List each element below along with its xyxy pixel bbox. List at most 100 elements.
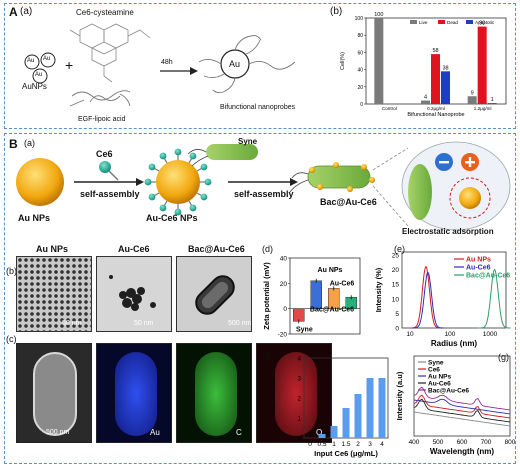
ce6-ball	[144, 178, 152, 186]
bar-value-label: 4	[424, 95, 427, 101]
legend-label: Apoptotic	[475, 20, 495, 25]
x-tick-label: 1.2μg/ml	[474, 106, 492, 111]
sem-image	[16, 343, 92, 443]
legend-label: Dead	[447, 20, 458, 25]
x-tick-label: 700	[481, 439, 492, 446]
y-tick-label: 20	[357, 85, 363, 91]
y-axis-label: Cell(%)	[340, 52, 346, 70]
legend-label: Live	[419, 20, 428, 25]
egf-lipoic-label: EGF-lipoic acid	[78, 116, 126, 123]
x-tick-label: 100	[445, 331, 456, 338]
y-tick-label: 40	[280, 256, 288, 263]
tem-bac-au-ce6	[176, 256, 252, 332]
ce6-bar	[342, 408, 350, 438]
y-tick-label: 2	[297, 396, 301, 403]
legend-label: Au-Ce6	[428, 381, 451, 388]
legend-label: Au NPs	[466, 257, 491, 264]
map-label-o: O	[316, 428, 323, 437]
tem-scale-3: 500 nm	[228, 320, 252, 327]
y-tick-label: 0	[283, 306, 287, 313]
absorbance-series-line	[413, 411, 511, 427]
x-tick-label: 4	[380, 441, 384, 448]
eds-au-map	[96, 343, 172, 443]
y-tick-label: 15	[392, 282, 400, 289]
tem-title-bac: Bac@Au-Ce6	[188, 244, 245, 254]
electrostatic-label: Electrostatic adsorption	[402, 227, 494, 236]
plus-sign: +	[65, 57, 74, 73]
au-small-2: Au	[43, 56, 51, 62]
cell-viability-chart: 0 20 40 60 80 100 Cell(%) 100 Control 4 58 38 0.2μg/…	[340, 12, 507, 118]
au-nps-scheme-label: Au NPs	[18, 213, 51, 223]
tem-title-au-nps: Au NPs	[36, 244, 69, 254]
ce6-ball	[148, 163, 156, 171]
bar-dead	[477, 26, 487, 105]
panel-b-sub-g: (g)	[498, 352, 509, 362]
legend-label: Bac@Au-Ce6	[466, 273, 510, 280]
self-assembly-2: self-assembly	[234, 189, 294, 199]
scheme-b-graphic	[16, 141, 511, 231]
panel-b-sub-a: (a)	[24, 138, 35, 148]
y-tick-label: 25	[392, 252, 400, 259]
y-axis-label: Intensity (%)	[374, 267, 383, 312]
panel-a-sub-b: (b)	[330, 6, 343, 17]
ce6-bar	[330, 426, 338, 438]
panel-a-frame	[4, 3, 516, 129]
absorbance-series-line	[413, 394, 511, 419]
y-tick-label: -20	[278, 332, 288, 339]
ce6-ball	[189, 152, 197, 160]
y-axis-label: Intensity (a.u)	[395, 371, 404, 420]
y-tick-label: 60	[357, 50, 363, 56]
legend-label: Au-Ce6	[466, 265, 491, 272]
ce6-loading-chart: 01234Output Ce6 (μg/mL)00.511.5234Input …	[297, 356, 389, 458]
ce6-ball	[174, 208, 182, 216]
x-axis-label: Input Ce6 (μg/mL)	[314, 449, 378, 458]
syne-scheme-label: Syne	[238, 137, 258, 146]
x-axis-label: Wavelength (nm)	[430, 447, 494, 456]
zeta-bar-label: Au-Ce6	[330, 280, 355, 287]
x-tick-label: 0	[308, 441, 312, 448]
au-small-1: Au	[27, 58, 35, 64]
panel-b-sub-f: (f)	[262, 350, 271, 360]
zeta-bar-label: Au NPs	[318, 267, 343, 274]
ce6-label: Ce6	[96, 149, 113, 159]
absorbance-series-line	[413, 386, 511, 411]
bar-value-label: 100	[374, 12, 383, 18]
bar-apoptotic	[441, 71, 450, 104]
y-tick-label: 80	[357, 33, 363, 39]
bar-value-label: 58	[432, 48, 438, 54]
y-tick-label: 4	[297, 356, 301, 363]
ce6-ball	[189, 204, 197, 212]
x-tick-label: 1.5	[341, 441, 350, 448]
scheme-a-graphic	[24, 23, 296, 107]
eds-c-map	[176, 343, 252, 443]
tem-scale-1: 50 nm	[62, 320, 82, 327]
tem-scale-2: 50 nm	[134, 320, 154, 327]
x-axis-label: Bifunctional Nanoprobe	[407, 112, 464, 118]
absorbance-chart: 400 500 600 700 800 Intensity (a.u) Wavelength…	[395, 355, 516, 456]
bar-live	[467, 96, 477, 104]
bar-live	[421, 100, 430, 104]
panel-a-label: A	[9, 5, 18, 19]
y-tick-label: 0	[297, 436, 301, 443]
panel-b-sub-d: (d)	[262, 244, 273, 254]
dls-series-line	[411, 271, 444, 329]
absorbance-series-line	[413, 398, 511, 423]
legend-swatch	[466, 20, 473, 24]
ce6-ball	[159, 152, 167, 160]
au-small-3: Au	[35, 72, 43, 78]
panel-b-sub-c: (c)	[6, 334, 17, 344]
tem-au-nps	[16, 256, 92, 332]
legend-label: Syne	[428, 360, 444, 367]
x-tick-label: 600	[457, 439, 468, 446]
map-label-au: Au	[150, 428, 160, 437]
x-axis-label: Radius (nm)	[431, 339, 478, 348]
y-axis-label: Zeta potential (mV)	[262, 262, 271, 330]
bar-value-label: 38	[442, 65, 448, 71]
ce6-ball	[174, 148, 182, 156]
self-assembly-1: self-assembly	[80, 189, 140, 199]
ce6-cysteamine-label: Ce6-cysteamine	[76, 8, 134, 17]
zeta-bar-label: Bac@Au-Ce6	[310, 306, 354, 313]
dls-series-line	[409, 265, 442, 329]
ce6-bar	[354, 394, 362, 438]
eds-o-map	[256, 343, 332, 443]
